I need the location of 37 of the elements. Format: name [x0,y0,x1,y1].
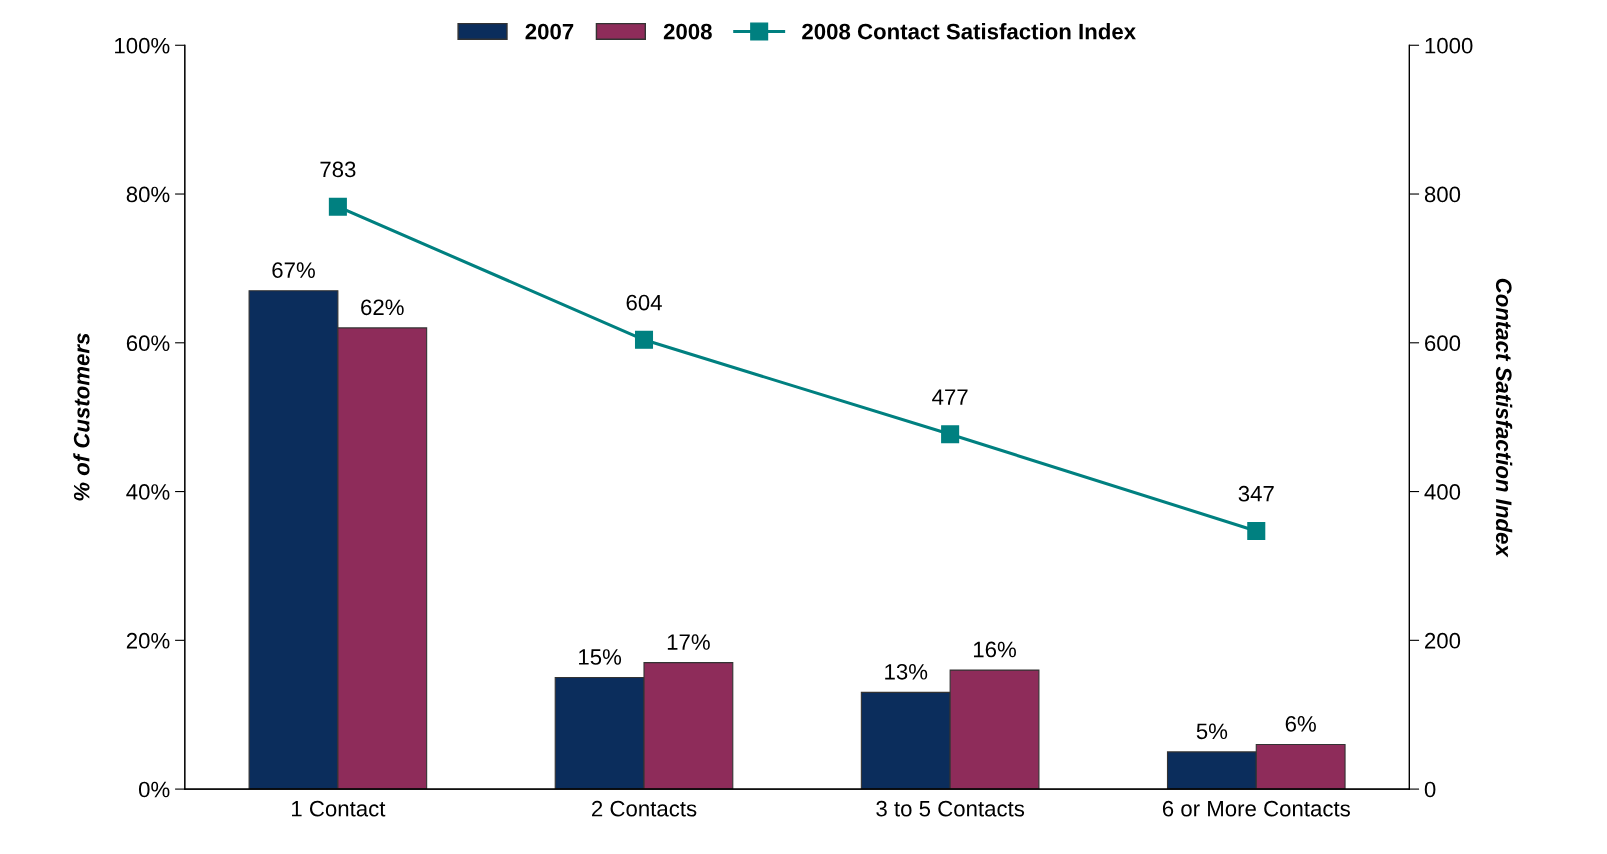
legend-label: 2008 Contact Satisfaction Index [802,23,1136,40]
data-label: 604 [626,294,662,311]
x-tick-label: 6 or More Contacts [1162,800,1350,817]
point [1247,521,1266,541]
data-label: 17% [667,634,710,650]
y2-tick-label: 200 [1425,632,1461,649]
data-label: 15% [579,649,622,665]
point [328,197,347,216]
data-label: 13% [885,663,928,680]
y2-tick-label: 600 [1425,335,1461,352]
y-tick-label: 100% [115,37,170,54]
point [941,425,960,444]
y-tick-label: 20% [126,632,170,649]
x-tick-label: 3 to 5 Contacts [876,800,1025,817]
data-label: 67% [272,262,315,278]
legend-label: 2007 [525,23,574,40]
y2-tick-label: 1000 [1425,37,1473,54]
y-tick-label: 60% [126,335,170,352]
data-label: 783 [320,161,356,178]
x-tick-label: 2 Contacts [592,800,697,817]
data-label: 5% [1196,723,1228,740]
y2-tick-label: 400 [1424,484,1461,500]
data-label: 62% [361,299,404,316]
y-tick-label: 80% [126,186,170,203]
y-tick-label: 40% [126,484,170,500]
y2-tick-label: 0 [1424,781,1436,798]
y-tick-label: 0% [138,781,170,798]
data-label: 16% [973,641,1016,658]
data-label: 6% [1285,716,1316,732]
x-tick-label: 1 Contact [292,800,386,817]
y-axis-title: % of Customers [73,333,90,501]
data-label: 477 [932,389,968,405]
point [634,330,654,349]
legend-label: 2008 [663,23,712,40]
data-label: 347 [1238,485,1274,502]
y2-tick-label: 800 [1424,186,1461,203]
y2-axis-title: Contact Satisfaction Index [1495,278,1513,558]
